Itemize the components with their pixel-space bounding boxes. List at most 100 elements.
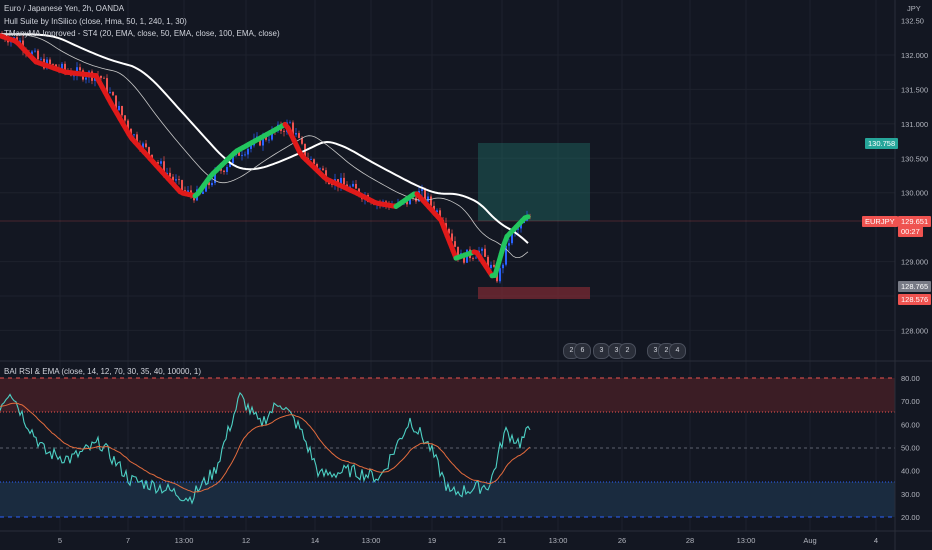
price-tick-label: 130.500	[901, 154, 928, 163]
countdown-label: 00:27	[898, 226, 923, 237]
candle-body	[283, 130, 285, 132]
candle-body	[316, 163, 318, 169]
candle-body	[37, 50, 39, 60]
event-flag-icon[interactable]: 4	[669, 343, 686, 359]
candle-body	[52, 64, 54, 65]
candle-body	[157, 162, 159, 164]
price-tick-label: 132.50	[901, 17, 924, 26]
legend-indicator-1-text: Hull Suite by InSilico (close, Hma, 50, …	[4, 17, 187, 26]
candle-body	[181, 180, 183, 191]
candle-body	[517, 228, 519, 230]
candle-body	[271, 130, 273, 140]
time-tick-label: 13:00	[737, 536, 756, 545]
time-tick-label: 5	[58, 536, 62, 545]
candle-body	[484, 248, 486, 257]
candle-body	[490, 264, 492, 269]
candle-body	[244, 154, 246, 156]
candle-body	[340, 177, 342, 187]
candle-body	[178, 179, 180, 181]
legend-indicator-2[interactable]: TManyMA Improved - ST4 (20, EMA, close, …	[4, 29, 280, 38]
candle-body	[175, 179, 177, 181]
candle-body	[310, 159, 312, 161]
ema-50-line	[0, 33, 529, 258]
candle-body	[148, 147, 150, 155]
candle-body	[214, 170, 216, 183]
candle-body	[289, 122, 291, 124]
rsi-line	[0, 391, 531, 505]
candle-body	[409, 196, 411, 205]
candle-body	[112, 92, 114, 96]
candle-body	[424, 189, 426, 202]
candle-body	[85, 77, 87, 80]
candle-body	[106, 78, 108, 93]
time-tick-label: 14	[311, 536, 319, 545]
time-tick-label: Aug	[803, 536, 816, 545]
price-tick-label: 130.000	[901, 189, 928, 198]
candle-body	[241, 154, 243, 156]
candle-body	[436, 210, 438, 213]
candle-body	[142, 143, 144, 150]
time-tick-label: 13:00	[175, 536, 194, 545]
candle-body	[448, 228, 450, 234]
candle-body	[73, 75, 75, 77]
time-tick-label: 26	[618, 536, 626, 545]
price-tick-label: 129.000	[901, 258, 928, 267]
event-flag-icon[interactable]: 2	[619, 343, 636, 359]
candle-body	[457, 246, 459, 258]
candle-body	[232, 155, 234, 164]
candle-body	[205, 182, 207, 192]
price-tick-label: 131.500	[901, 85, 928, 94]
rsi-tick-label: 50.00	[901, 444, 920, 453]
candle-body	[247, 148, 249, 155]
rsi-tick-label: 80.00	[901, 374, 920, 383]
candle-body	[130, 128, 132, 136]
ema-100-line	[0, 33, 529, 244]
candle-body	[262, 135, 264, 146]
candle-body	[439, 210, 441, 220]
rsi-tick-label: 30.00	[901, 490, 920, 499]
candle-body	[31, 51, 33, 55]
candle-body	[454, 241, 456, 247]
legend-indicator-2-text: TManyMA Improved - ST4 (20, EMA, close, …	[4, 29, 280, 38]
candle-body	[298, 133, 300, 138]
candle-body	[208, 182, 210, 186]
candle-body	[472, 258, 474, 259]
candle-body	[61, 63, 63, 70]
rsi-tick-label: 40.00	[901, 467, 920, 476]
hull-suite-band	[0, 33, 531, 279]
candle-body	[64, 63, 66, 71]
candle-body	[121, 105, 123, 116]
legend-symbol-text: Euro / Japanese Yen, 2h, OANDA	[4, 4, 125, 13]
legend-rsi[interactable]: BAI RSI & EMA (close, 14, 12, 70, 30, 35…	[4, 367, 201, 376]
time-tick-label: 12	[242, 536, 250, 545]
price-tick-label: 131.000	[901, 120, 928, 129]
candle-body	[265, 135, 267, 140]
event-flag-icon[interactable]: 6	[574, 343, 591, 359]
currency-label[interactable]: JPY	[907, 4, 921, 13]
candle-body	[292, 122, 294, 135]
legend-indicator-1[interactable]: Hull Suite by InSilico (close, Hma, 50, …	[4, 17, 187, 26]
candle-body	[319, 168, 321, 170]
candle-body	[100, 75, 102, 78]
legend-symbol: Euro / Japanese Yen, 2h, OANDA	[4, 4, 124, 13]
legend-rsi-text: BAI RSI & EMA (close, 14, 12, 70, 30, 35…	[4, 367, 202, 376]
candle-body	[451, 233, 453, 242]
candle-body	[505, 245, 507, 265]
candle-body	[109, 92, 111, 93]
candle-body	[160, 161, 162, 164]
rsi-ema-line	[0, 402, 531, 493]
time-tick-label: 21	[498, 536, 506, 545]
candle-body	[49, 59, 51, 65]
time-tick-label: 4	[874, 536, 878, 545]
candle-body	[127, 120, 129, 129]
candle-body	[229, 163, 231, 168]
candle-body	[487, 256, 489, 269]
candle-body	[322, 168, 324, 171]
candle-body	[355, 183, 357, 189]
time-tick-label: 13:00	[362, 536, 381, 545]
price-tick-label: 128.000	[901, 326, 928, 335]
candle-body	[115, 95, 117, 111]
time-tick-label: 7	[126, 536, 130, 545]
symbol-label: EURJPY	[862, 216, 898, 227]
